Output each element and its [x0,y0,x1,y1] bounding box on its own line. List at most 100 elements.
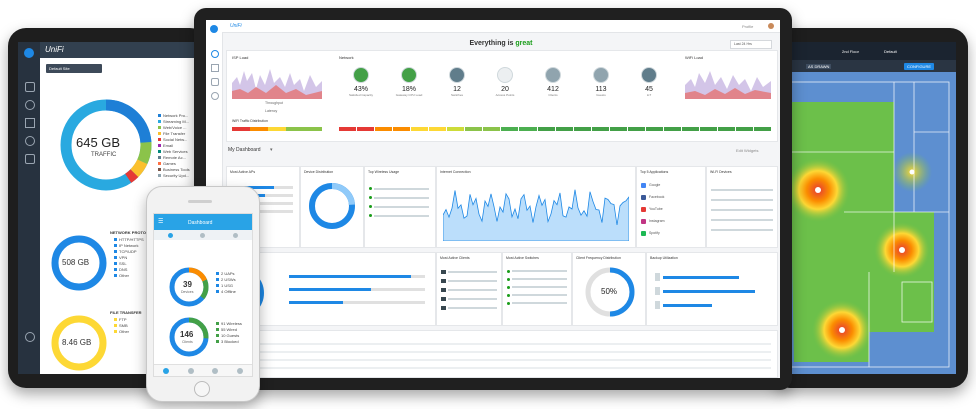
list-item: Other [114,272,174,278]
distribution-segment [573,127,591,131]
map-topbar: 2nd Floor Default [784,42,956,60]
view-label[interactable]: Default [884,49,897,54]
network-stats-row: 43% Satisfied Capacity 18% Gateway CPU Load… [339,65,669,115]
stat-badge[interactable]: 113 Guests [579,65,623,97]
list-label: IP Network [119,242,139,248]
distribution-segment [717,127,736,131]
application-row[interactable]: Google [641,179,701,191]
widget-title: Internet Connection [440,170,471,174]
client-frequency-donut [585,267,635,317]
insights-nav-icon[interactable] [25,154,35,164]
list-item: HTTP/HTTPS [114,236,174,242]
map-nav-icon[interactable] [211,64,219,72]
tab-icon-2[interactable] [200,232,206,238]
time-range-dropdown[interactable]: Last 24 Hrs [730,40,772,49]
user-avatar[interactable] [768,23,774,29]
statistics-nav-icon[interactable] [25,100,35,110]
tab-icon-3[interactable] [233,232,239,238]
list-swatch [114,323,117,327]
profile-label[interactable]: Profile [742,24,754,29]
distribution-segment [393,127,411,131]
stat-access-point[interactable]: 20 Access Points [483,65,527,97]
distribution-segment [519,127,537,131]
menu-icon[interactable]: ☰ [158,219,164,225]
application-row[interactable]: Facebook [641,191,701,203]
devices-nav-icon[interactable] [211,78,219,86]
internet-connection-chart[interactable] [443,179,629,241]
stat-wifi[interactable]: 45 IoT [627,65,671,97]
devices-nav-icon[interactable] [25,118,35,128]
stat-label: Gateway CPU Load [395,93,423,97]
site-dropdown[interactable]: Default Site [46,64,102,73]
phone-home-button[interactable] [194,381,210,397]
throughput-label: Throughput [265,101,283,105]
site-dropdown-label: Default Site [49,66,70,71]
wifi-load-chart[interactable] [685,63,771,99]
legend-label: File Transfer [163,130,186,136]
dashboard-header: My Dashboard ▾ Edit Widgets [226,147,776,155]
floor-label[interactable]: 2nd Floor [842,49,859,54]
access-point-icon [497,67,513,83]
chevron-down-icon[interactable]: ▾ [270,147,273,153]
home-nav-icon[interactable] [163,368,170,374]
legend-label: Network Pro... [163,112,189,118]
dashboard-nav-icon[interactable] [211,50,219,58]
clients-nav-icon[interactable] [211,92,219,100]
dashboard-nav-icon[interactable] [25,82,35,92]
legend-label: Games [163,160,176,166]
legend-item: Games [158,160,200,166]
file-transfer-value: 8.46 GB [62,338,92,347]
list-label: 2 USWs [221,276,236,282]
device-distribution-donut [309,183,355,229]
map-toolbar: AS DRAWN CONFIGURE [784,60,956,72]
distribution-segment [483,127,501,131]
distribution-segment [699,127,717,131]
list-label: DNS [119,266,128,272]
distribution-segment [663,127,681,131]
application-row[interactable]: YouTube [641,203,701,215]
wan-throughput-chart[interactable] [232,63,322,99]
list-label: Other [119,328,130,334]
legend-item: Social Netw... [158,136,200,142]
list-label: 55 Wired [221,326,238,332]
devices-nav-icon[interactable] [187,368,194,374]
overview-panel: ISP Load Throughput Latency Network 43% S… [226,50,778,142]
list-item: TCP/UDP [114,248,174,254]
network-proto-list: HTTP/HTTPS IP Network TCP/UDP VPN SSL DNS Othe… [114,236,174,278]
settings-nav-icon[interactable] [25,332,35,342]
application-row[interactable]: Instagram [641,215,701,227]
stat-gateway[interactable]: 18% Gateway CPU Load [387,65,431,97]
list-swatch [114,317,117,321]
stat-user[interactable]: 412 Clients [531,65,575,97]
page-title: Everything is great [222,40,780,47]
legend-label: Remote Ac... [163,154,186,160]
list-item: SMB [114,322,174,328]
distribution-segment [591,127,609,131]
stat-switch[interactable]: 12 Switches [435,65,479,97]
settings-nav-icon[interactable] [236,368,243,374]
stat-value: 113 [595,86,607,93]
configure-button[interactable]: CONFIGURE [904,63,934,70]
heatmap [784,72,956,374]
stat-globe[interactable]: 43% Satisfied Capacity [339,65,383,97]
app-name: Facebook [649,195,665,199]
application-row[interactable]: Spotify [641,227,701,239]
clients-nav-icon[interactable] [25,136,35,146]
distribution-segment [447,127,465,131]
ubiquiti-logo-icon [24,48,34,58]
dashboard-title[interactable]: My Dashboard [228,147,261,153]
clients-nav-icon[interactable] [212,368,219,374]
as-drawn-tab[interactable]: AS DRAWN [806,64,832,69]
list-label: 2 UAPs [221,270,235,276]
widget-internet-connection: Internet Connection [436,166,636,248]
legend-swatch [158,113,161,117]
main-topbar: UniFi Profile [222,20,780,33]
list-swatch [216,333,219,337]
app-icon [641,182,646,188]
gateway-icon [401,67,417,83]
tab-icon-1[interactable] [167,232,173,238]
client-frequency-value: 50% [601,287,618,296]
edit-widgets-link[interactable]: Edit Widgets [736,148,759,153]
list-item: 4 Offline [216,288,250,294]
legend-item: Security Upd... [158,172,200,178]
